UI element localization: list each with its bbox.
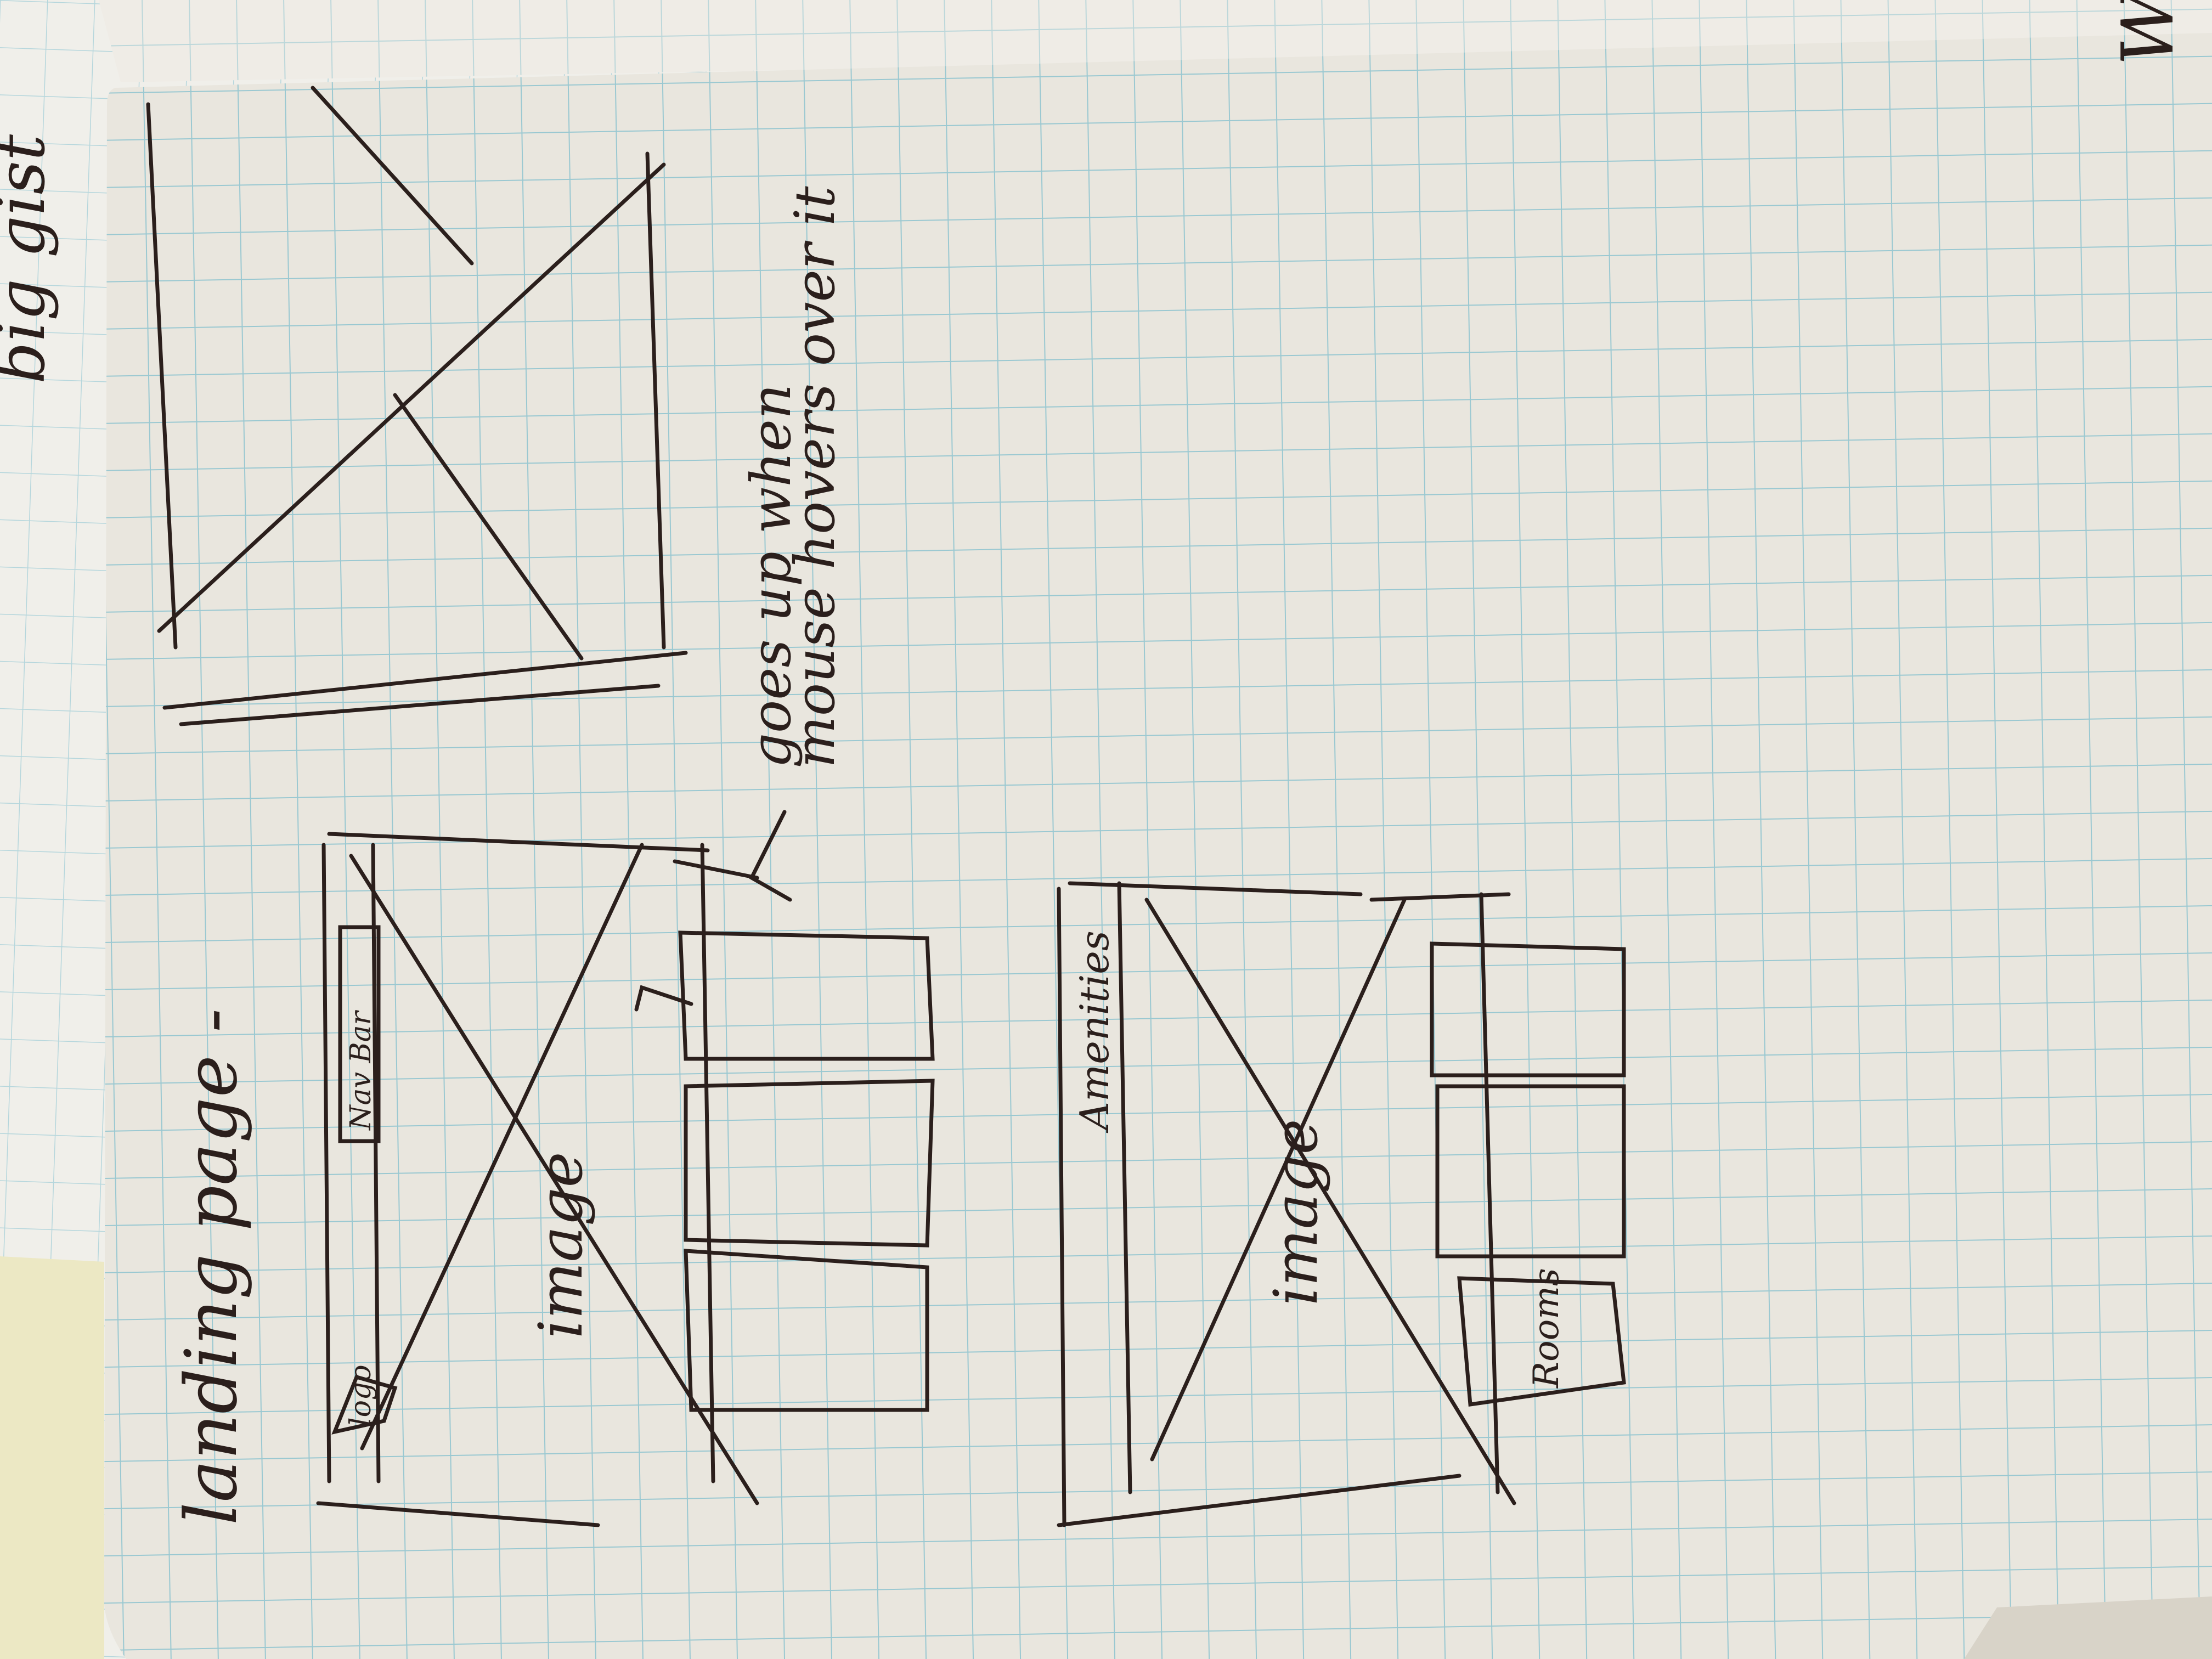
desk-surface xyxy=(0,1256,104,1659)
image-label-a: image xyxy=(526,1152,596,1339)
annotation-line1: goes up when xyxy=(739,384,803,768)
nav-bar-label: Nav Bar xyxy=(345,1009,377,1131)
top-text-mark: Wi xyxy=(2106,0,2190,66)
page-edge xyxy=(1964,1596,2212,1659)
sketch-landing-page: landing page - logo Nav Bar image xyxy=(170,832,935,1527)
top-text-line1: big gist xyxy=(0,134,60,384)
annotation: goes up when mouse hovers over it xyxy=(673,186,847,902)
image-label-b: image xyxy=(1261,1119,1331,1306)
sketch-hero-box xyxy=(146,86,688,726)
annotation-line2: mouse hovers over it xyxy=(783,186,847,768)
sketch-amenities-page: Amenities image Rooms xyxy=(1057,881,1626,1527)
rooms-label: Rooms xyxy=(1526,1268,1567,1389)
top-page-text: big gist Wi xyxy=(0,0,2190,384)
logo-label: logo xyxy=(345,1364,377,1426)
landing-title: landing page - xyxy=(170,1008,253,1525)
amenities-label: Amenities xyxy=(1071,930,1118,1133)
